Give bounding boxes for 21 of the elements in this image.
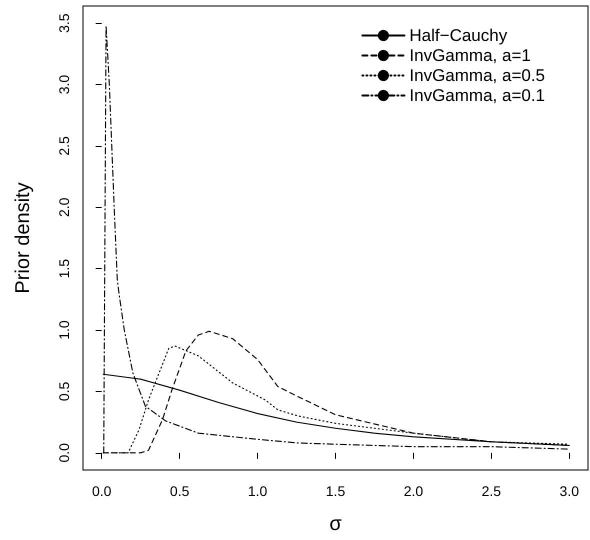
x-tick-label: 1.5 [326,483,346,499]
x-tick-label: 0.0 [92,483,112,499]
y-tick-label: 1.5 [56,258,72,278]
y-tick-label: 0.5 [56,382,72,402]
y-tick-label: 0.0 [56,442,72,463]
y-tick-label: 3.5 [56,13,72,33]
legend-label: InvGamma, a=0.5 [409,66,545,85]
x-tick-label: 2.5 [482,483,502,499]
legend-label: InvGamma, a=1 [409,46,531,65]
y-tick-label: 1.0 [56,320,72,340]
legend-label: InvGamma, a=0.1 [409,86,545,105]
y-axis-title: Prior density [12,182,34,294]
x-tick-label: 2.0 [404,483,424,499]
y-tick-label: 3.0 [56,74,72,94]
x-tick-label: 3.0 [560,483,580,499]
y-tick-label: 2.5 [56,136,72,156]
x-axis-title: σ [329,513,342,535]
y-tick-label: 2.0 [56,197,72,218]
x-tick-label: 1.0 [248,483,268,499]
x-tick-label: 0.5 [170,483,190,499]
legend-label: Half−Cauchy [409,26,508,45]
